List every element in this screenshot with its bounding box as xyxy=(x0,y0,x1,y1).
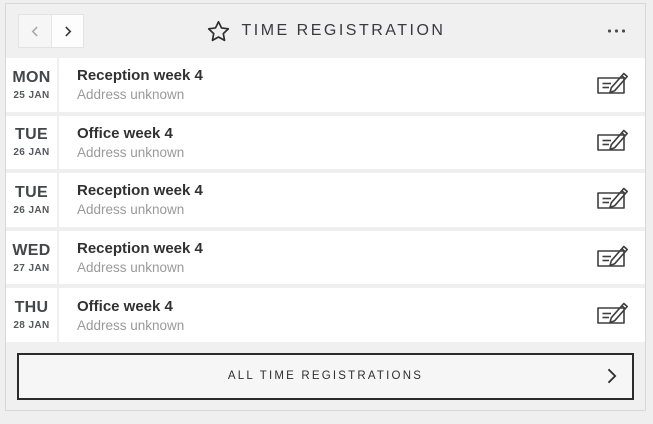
row-date-cell: WED 27 JAN xyxy=(6,230,59,285)
row-title: Office week 4 xyxy=(77,124,173,142)
previous-week-button[interactable] xyxy=(19,15,51,47)
time-registration-row[interactable]: THU 28 JAN Office week 4 Address unknown xyxy=(6,288,645,342)
week-navigation xyxy=(18,14,84,48)
time-registration-card: TIME REGISTRATION MON 25 JAN Reception w… xyxy=(5,3,646,411)
chevron-right-icon xyxy=(604,368,619,385)
row-date-label: 28 JAN xyxy=(13,320,50,332)
row-content: Reception week 4 Address unknown xyxy=(59,231,589,285)
edit-note-icon xyxy=(596,300,632,330)
row-date-cell: MON 25 JAN xyxy=(6,58,59,112)
row-day-label: TUE xyxy=(15,183,48,201)
time-registration-row[interactable]: TUE 26 JAN Office week 4 Address unknown xyxy=(6,115,645,174)
row-content: Reception week 4 Address unknown xyxy=(59,58,589,112)
row-date-label: 27 JAN xyxy=(13,262,50,274)
row-title: Reception week 4 xyxy=(77,240,203,258)
time-registration-row[interactable]: TUE 26 JAN Reception week 4 Address unkn… xyxy=(6,173,645,231)
row-content: Office week 4 Address unknown xyxy=(59,116,589,170)
edit-registration-button[interactable] xyxy=(589,288,639,342)
row-title: Reception week 4 xyxy=(77,182,203,200)
edit-note-icon xyxy=(596,243,632,273)
more-options-button[interactable] xyxy=(602,22,631,41)
edit-note-icon xyxy=(596,185,632,215)
row-date-label: 25 JAN xyxy=(13,89,50,101)
ellipsis-menu-icon xyxy=(608,29,611,33)
star-outline-icon[interactable] xyxy=(206,19,231,44)
widget-title: TIME REGISTRATION xyxy=(241,22,446,39)
edit-registration-button[interactable] xyxy=(589,231,639,285)
edit-registration-button[interactable] xyxy=(589,173,639,227)
widget-footer: ALL TIME REGISTRATIONS xyxy=(6,342,645,410)
row-date-cell: TUE 26 JAN xyxy=(6,173,59,227)
edit-registration-button[interactable] xyxy=(589,58,639,112)
row-content: Reception week 4 Address unknown xyxy=(59,173,589,227)
registration-list: MON 25 JAN Reception week 4 Address unkn… xyxy=(6,58,645,342)
edit-note-icon xyxy=(596,70,632,100)
row-subtitle: Address unknown xyxy=(77,317,185,333)
widget-title-group: TIME REGISTRATION xyxy=(206,19,446,44)
row-date-cell: THU 28 JAN xyxy=(6,288,59,342)
time-registration-row[interactable]: WED 27 JAN Reception week 4 Address unkn… xyxy=(6,230,645,289)
all-time-registrations-button[interactable]: ALL TIME REGISTRATIONS xyxy=(17,352,634,400)
row-date-label: 26 JAN xyxy=(13,204,50,216)
row-subtitle: Address unknown xyxy=(77,144,185,160)
row-day-label: WED xyxy=(12,241,51,259)
widget-header: TIME REGISTRATION xyxy=(6,4,645,58)
next-week-button[interactable] xyxy=(51,15,83,47)
row-subtitle: Address unknown xyxy=(77,202,185,218)
row-subtitle: Address unknown xyxy=(77,260,185,276)
edit-note-icon xyxy=(596,127,632,157)
row-day-label: THU xyxy=(14,299,49,317)
row-content: Office week 4 Address unknown xyxy=(59,288,589,342)
row-date-cell: TUE 26 JAN xyxy=(6,115,59,170)
row-title: Reception week 4 xyxy=(77,67,203,85)
time-registration-row[interactable]: MON 25 JAN Reception week 4 Address unkn… xyxy=(6,58,645,116)
row-date-label: 26 JAN xyxy=(13,147,50,159)
chevron-right-icon xyxy=(62,26,73,37)
all-time-registrations-label: ALL TIME REGISTRATIONS xyxy=(227,370,424,382)
row-day-label: TUE xyxy=(15,126,48,144)
row-day-label: MON xyxy=(12,68,51,86)
edit-registration-button[interactable] xyxy=(589,116,639,170)
row-title: Office week 4 xyxy=(77,297,173,315)
row-subtitle: Address unknown xyxy=(77,87,185,103)
chevron-left-icon xyxy=(30,26,41,37)
